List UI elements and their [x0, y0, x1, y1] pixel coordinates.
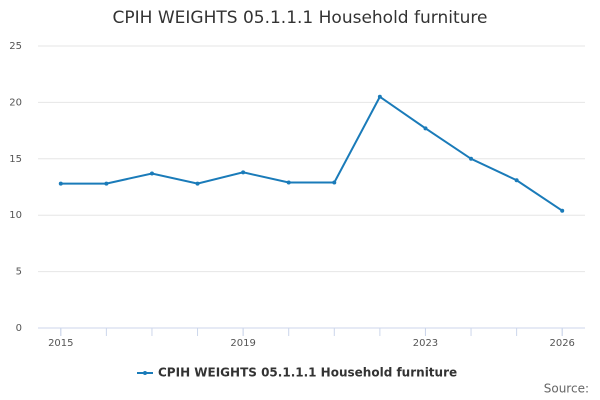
y-tick-label: 25 — [9, 41, 22, 52]
series-line — [60, 95, 563, 212]
chart-title: CPIH WEIGHTS 05.1.1.1 Household furnitur… — [113, 8, 488, 28]
y-tick-label: 15 — [9, 154, 22, 165]
data-point — [560, 208, 565, 213]
y-tick-label: 0 — [16, 323, 22, 334]
x-tick-label: 2023 — [413, 338, 438, 349]
data-point — [423, 126, 428, 131]
data-point — [332, 180, 337, 185]
data-point — [241, 170, 246, 175]
x-tick-label: 2019 — [230, 338, 255, 349]
y-tick-label: 20 — [9, 97, 22, 108]
data-point — [286, 180, 291, 185]
data-point — [195, 181, 200, 186]
y-tick-label: 10 — [9, 210, 22, 221]
data-point — [149, 171, 154, 176]
y-tick-label: 5 — [16, 267, 22, 278]
data-point — [469, 156, 474, 161]
x-tick-label: 2015 — [48, 338, 73, 349]
legend-marker — [143, 371, 147, 375]
data-point — [58, 181, 63, 186]
source: Source: — [544, 382, 589, 396]
x-tick-label: 2026 — [549, 338, 574, 349]
data-point — [514, 178, 519, 183]
legend-label: CPIH WEIGHTS 05.1.1.1 Household furnitur… — [158, 366, 457, 380]
data-point — [377, 94, 382, 99]
data-point — [104, 181, 109, 186]
